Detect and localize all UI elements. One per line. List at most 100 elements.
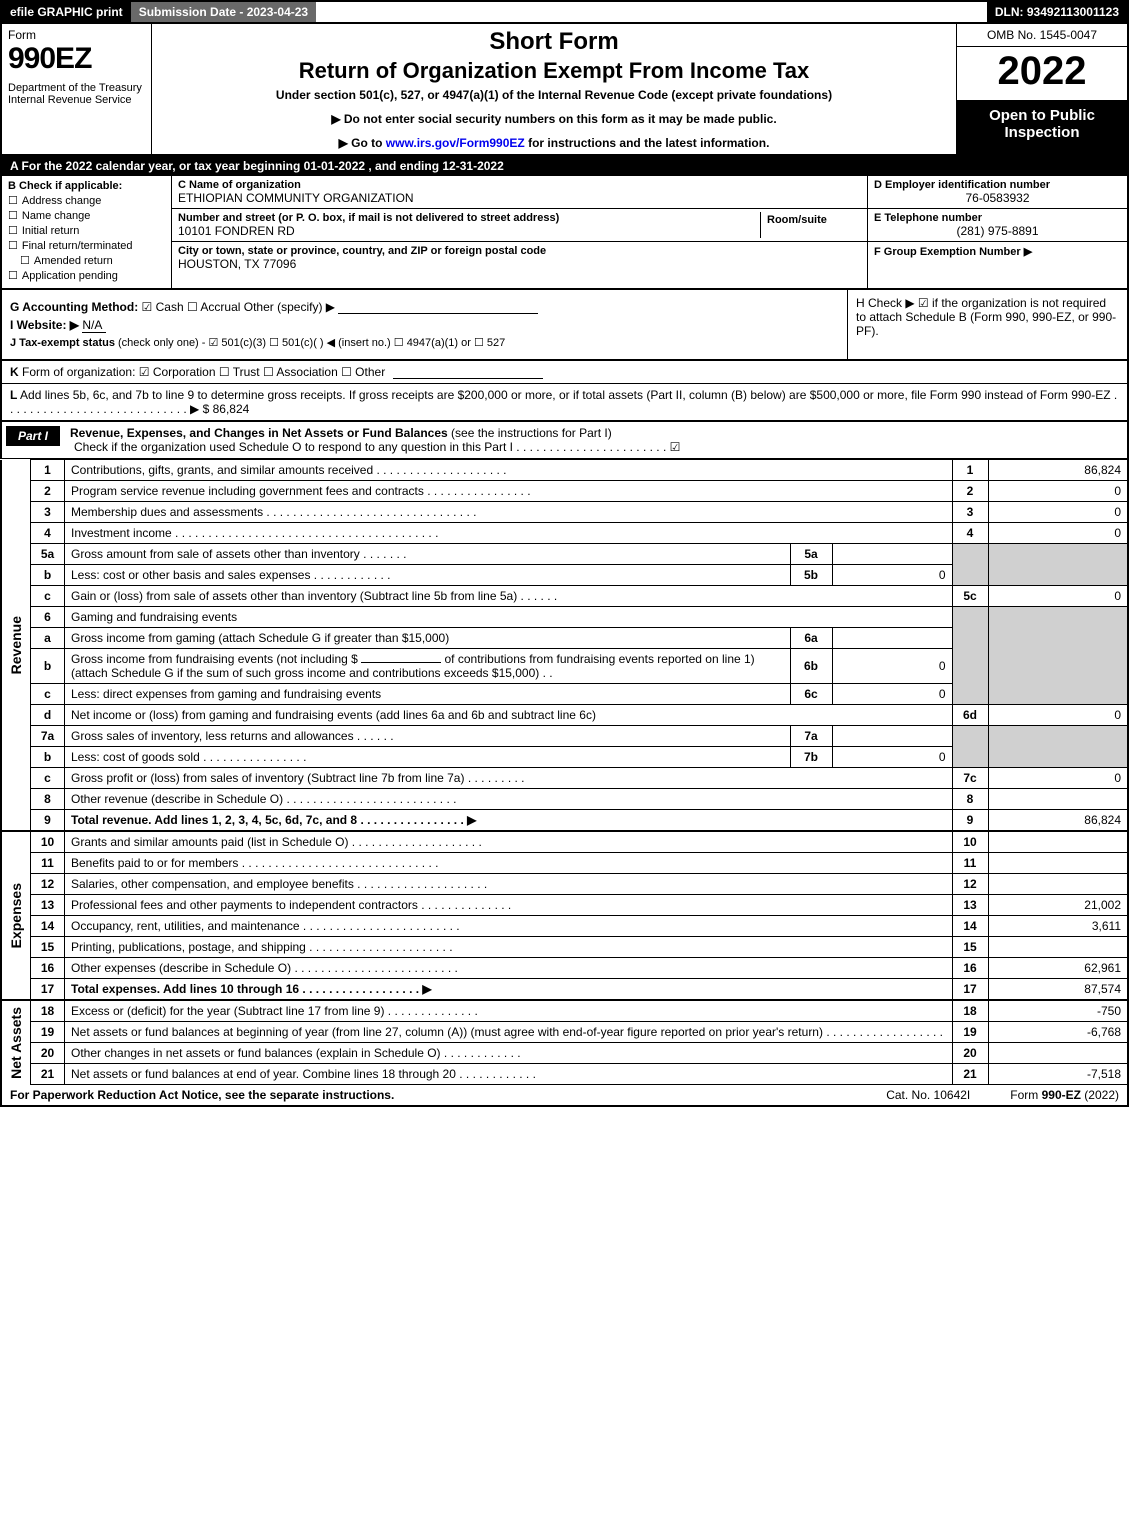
row-12: 12 Salaries, other compensation, and emp… bbox=[1, 874, 1128, 895]
irs-link[interactable]: www.irs.gov/Form990EZ bbox=[386, 136, 525, 150]
title-short-form: Short Form bbox=[162, 28, 946, 56]
row-6: 6 Gaming and fundraising events bbox=[1, 607, 1128, 628]
chk-final-return[interactable]: Final return/terminated bbox=[8, 239, 165, 252]
expenses-label: Expenses bbox=[1, 831, 31, 1000]
title-box: Short Form Return of Organization Exempt… bbox=[152, 24, 957, 154]
row-15: 15 Printing, publications, postage, and … bbox=[1, 937, 1128, 958]
amount-13: 21,002 bbox=[988, 895, 1128, 916]
chk-initial-return[interactable]: Initial return bbox=[8, 224, 165, 237]
line-a: A For the 2022 calendar year, or tax yea… bbox=[0, 156, 1129, 176]
section-g: G Accounting Method: ☑ Cash ☐ Accrual Ot… bbox=[10, 300, 839, 314]
row-11: 11 Benefits paid to or for members . . .… bbox=[1, 853, 1128, 874]
row-6a: a Gross income from gaming (attach Sched… bbox=[1, 628, 1128, 649]
section-def: D Employer identification number 76-0583… bbox=[867, 176, 1127, 288]
phone: (281) 975-8891 bbox=[874, 224, 1121, 238]
amount-10 bbox=[988, 831, 1128, 853]
cat-number: Cat. No. 10642I bbox=[886, 1088, 970, 1102]
row-16: 16 Other expenses (describe in Schedule … bbox=[1, 958, 1128, 979]
chk-name-change[interactable]: Name change bbox=[8, 209, 165, 222]
form-id-box: Form 990EZ Department of the Treasury In… bbox=[2, 24, 152, 154]
amount-5b: 0 bbox=[832, 565, 952, 586]
amount-1: 86,824 bbox=[988, 460, 1128, 481]
amount-6c: 0 bbox=[832, 684, 952, 705]
row-5b: b Less: cost or other basis and sales ex… bbox=[1, 565, 1128, 586]
amount-5a bbox=[832, 544, 952, 565]
amount-17: 87,574 bbox=[988, 979, 1128, 1001]
label-org-name: C Name of organization bbox=[178, 179, 861, 191]
part-1-header: Part I Revenue, Expenses, and Changes in… bbox=[0, 422, 1129, 459]
row-19: 19 Net assets or fund balances at beginn… bbox=[1, 1022, 1128, 1043]
omb-number: OMB No. 1545-0047 bbox=[957, 24, 1127, 47]
submission-date: Submission Date - 2023-04-23 bbox=[131, 2, 316, 22]
amount-8 bbox=[988, 789, 1128, 810]
paperwork-notice: For Paperwork Reduction Act Notice, see … bbox=[10, 1088, 846, 1102]
amount-7b: 0 bbox=[832, 747, 952, 768]
other-org-line[interactable] bbox=[393, 378, 543, 379]
label-phone: E Telephone number bbox=[874, 212, 1121, 224]
row-9: 9 Total revenue. Add lines 1, 2, 3, 4, 5… bbox=[1, 810, 1128, 832]
identity-block: B Check if applicable: Address change Na… bbox=[0, 176, 1129, 290]
section-i: I Website: ▶ N/A bbox=[10, 318, 839, 332]
row-8: 8 Other revenue (describe in Schedule O)… bbox=[1, 789, 1128, 810]
section-c: C Name of organization ETHIOPIAN COMMUNI… bbox=[172, 176, 867, 288]
subtitle: Under section 501(c), 527, or 4947(a)(1)… bbox=[162, 88, 946, 102]
row-6d: d Net income or (loss) from gaming and f… bbox=[1, 705, 1128, 726]
chk-amended-return[interactable]: Amended return bbox=[20, 254, 165, 267]
section-b: B Check if applicable: Address change Na… bbox=[2, 176, 172, 288]
amount-3: 0 bbox=[988, 502, 1128, 523]
amount-20 bbox=[988, 1043, 1128, 1064]
dln: DLN: 93492113001123 bbox=[987, 2, 1127, 22]
amount-7a bbox=[832, 726, 952, 747]
other-specify-line[interactable] bbox=[338, 313, 538, 314]
goto-line: ▶ Go to www.irs.gov/Form990EZ for instru… bbox=[162, 136, 946, 150]
row-7a: 7a Gross sales of inventory, less return… bbox=[1, 726, 1128, 747]
amount-7c: 0 bbox=[988, 768, 1128, 789]
header-block: Form 990EZ Department of the Treasury In… bbox=[0, 24, 1129, 156]
footer: For Paperwork Reduction Act Notice, see … bbox=[0, 1085, 1129, 1107]
right-meta-box: OMB No. 1545-0047 2022 Open to Public In… bbox=[957, 24, 1127, 154]
amount-2: 0 bbox=[988, 481, 1128, 502]
chk-address-change[interactable]: Address change bbox=[8, 194, 165, 207]
row-20: 20 Other changes in net assets or fund b… bbox=[1, 1043, 1128, 1064]
row-13: 13 Professional fees and other payments … bbox=[1, 895, 1128, 916]
row-1: Revenue 1 Contributions, gifts, grants, … bbox=[1, 460, 1128, 481]
form-word: Form bbox=[8, 28, 145, 42]
title-main: Return of Organization Exempt From Incom… bbox=[162, 58, 946, 84]
form-number: 990EZ bbox=[8, 42, 145, 76]
amount-6d: 0 bbox=[988, 705, 1128, 726]
section-j: J Tax-exempt status (check only one) - ☑… bbox=[10, 336, 839, 349]
line-l: L Add lines 5b, 6c, and 7b to line 9 to … bbox=[0, 384, 1129, 422]
street: 10101 FONDREN RD bbox=[178, 224, 754, 238]
label-ein: D Employer identification number bbox=[874, 179, 1121, 191]
row-6c: c Less: direct expenses from gaming and … bbox=[1, 684, 1128, 705]
row-5c: c Gain or (loss) from sale of assets oth… bbox=[1, 586, 1128, 607]
part-1-table: Revenue 1 Contributions, gifts, grants, … bbox=[0, 459, 1129, 1085]
ghij-block: G Accounting Method: ☑ Cash ☐ Accrual Ot… bbox=[0, 290, 1129, 361]
amount-6a bbox=[832, 628, 952, 649]
chk-application-pending[interactable]: Application pending bbox=[8, 269, 165, 282]
amount-6b: 0 bbox=[832, 649, 952, 684]
amount-16: 62,961 bbox=[988, 958, 1128, 979]
amount-4: 0 bbox=[988, 523, 1128, 544]
city: HOUSTON, TX 77096 bbox=[178, 257, 861, 271]
ein: 76-0583932 bbox=[874, 191, 1121, 205]
amount-15 bbox=[988, 937, 1128, 958]
form-footer: Form 990-EZ (2022) bbox=[1010, 1088, 1119, 1102]
row-4: 4 Investment income . . . . . . . . . . … bbox=[1, 523, 1128, 544]
goto-pre: ▶ Go to bbox=[339, 136, 386, 150]
row-17: 17 Total expenses. Add lines 10 through … bbox=[1, 979, 1128, 1001]
row-5a: 5a Gross amount from sale of assets othe… bbox=[1, 544, 1128, 565]
amount-5c: 0 bbox=[988, 586, 1128, 607]
amount-18: -750 bbox=[988, 1000, 1128, 1022]
amount-14: 3,611 bbox=[988, 916, 1128, 937]
section-b-header: B Check if applicable: bbox=[8, 180, 165, 192]
amount-21: -7,518 bbox=[988, 1064, 1128, 1085]
website: N/A bbox=[82, 318, 106, 333]
ssn-warning: ▶ Do not enter social security numbers o… bbox=[162, 112, 946, 126]
goto-post: for instructions and the latest informat… bbox=[525, 136, 770, 150]
row-3: 3 Membership dues and assessments . . . … bbox=[1, 502, 1128, 523]
line-k: K Form of organization: ☑ Corporation ☐ … bbox=[0, 361, 1129, 384]
label-room: Room/suite bbox=[767, 214, 827, 226]
part-1-check: Check if the organization used Schedule … bbox=[70, 440, 1123, 454]
top-bar: efile GRAPHIC print Submission Date - 20… bbox=[0, 0, 1129, 24]
